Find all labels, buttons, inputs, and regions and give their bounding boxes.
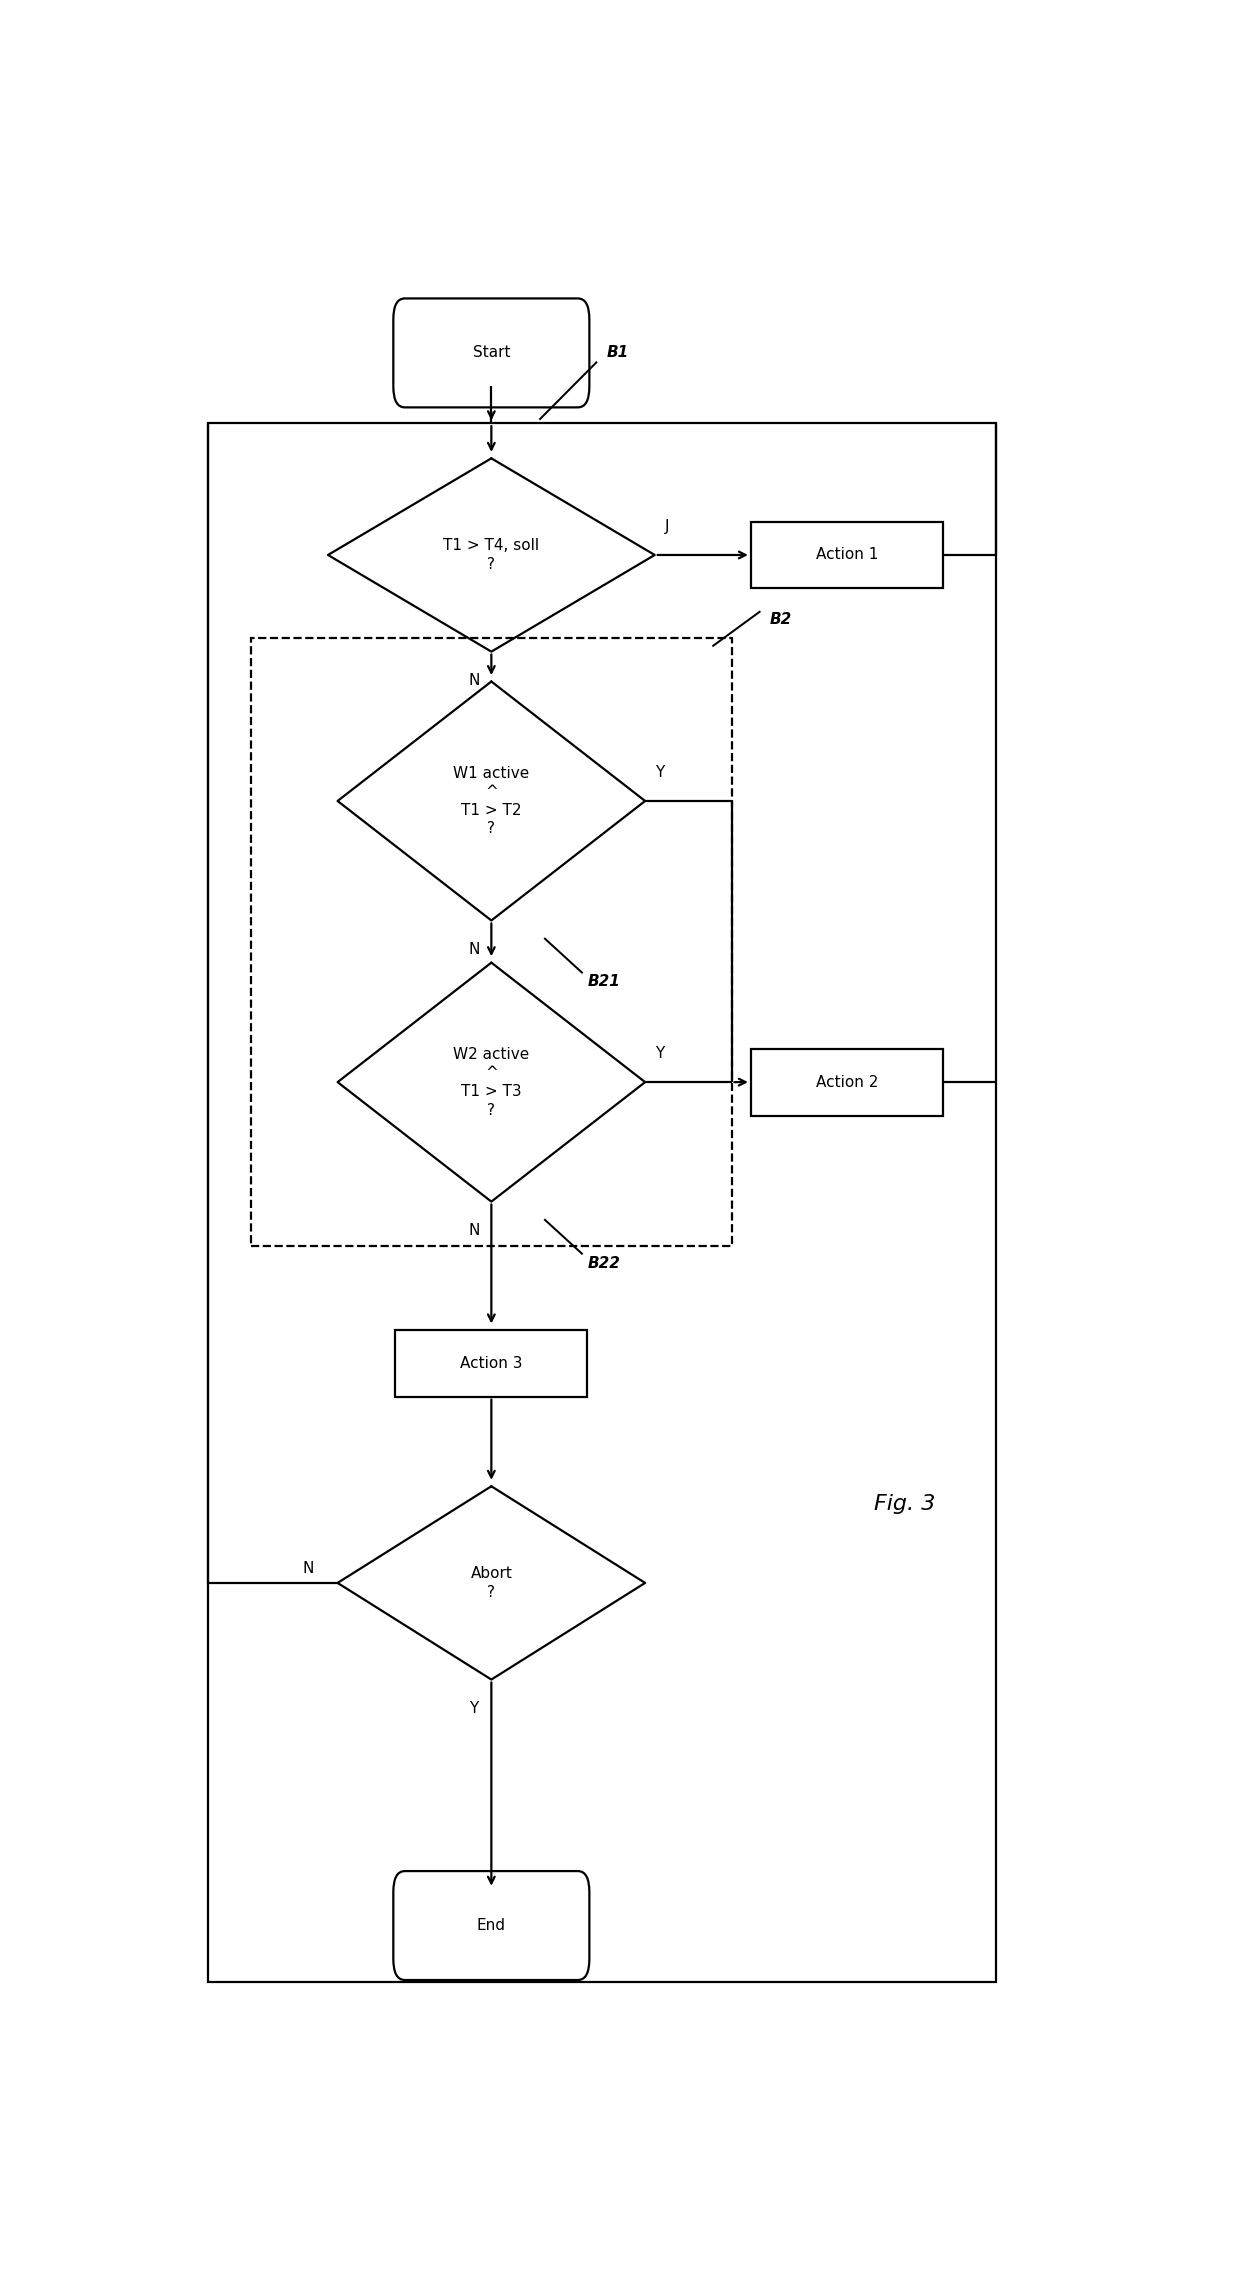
FancyBboxPatch shape — [393, 1871, 589, 1981]
Text: J: J — [665, 518, 668, 534]
Text: Abort
?: Abort ? — [470, 1565, 512, 1600]
Text: B1: B1 — [606, 345, 629, 361]
Text: W2 active
^
T1 > T3
?: W2 active ^ T1 > T3 ? — [454, 1047, 529, 1118]
Text: Start: Start — [472, 345, 510, 361]
FancyBboxPatch shape — [393, 299, 589, 408]
Bar — [208, 422, 996, 1981]
Text: Y: Y — [655, 1045, 663, 1061]
Bar — [250, 637, 732, 1246]
Text: End: End — [477, 1919, 506, 1933]
Bar — [751, 1050, 944, 1116]
Text: W1 active
^
T1 > T2
?: W1 active ^ T1 > T2 ? — [454, 764, 529, 837]
Text: Fig. 3: Fig. 3 — [874, 1495, 935, 1513]
Text: N: N — [469, 1223, 480, 1237]
Text: N: N — [303, 1561, 314, 1577]
Text: Action 2: Action 2 — [816, 1075, 878, 1089]
Bar — [396, 1330, 588, 1397]
Text: N: N — [469, 673, 480, 687]
Text: N: N — [469, 942, 480, 956]
Text: B2: B2 — [770, 612, 792, 628]
Text: B22: B22 — [588, 1255, 620, 1271]
Text: Action 1: Action 1 — [816, 548, 878, 561]
Bar — [751, 523, 944, 589]
Text: Action 3: Action 3 — [460, 1356, 522, 1371]
Text: T1 > T4, soll
?: T1 > T4, soll ? — [443, 539, 539, 573]
Text: Y: Y — [470, 1700, 479, 1716]
Text: B21: B21 — [588, 974, 620, 990]
Text: Y: Y — [655, 764, 663, 780]
